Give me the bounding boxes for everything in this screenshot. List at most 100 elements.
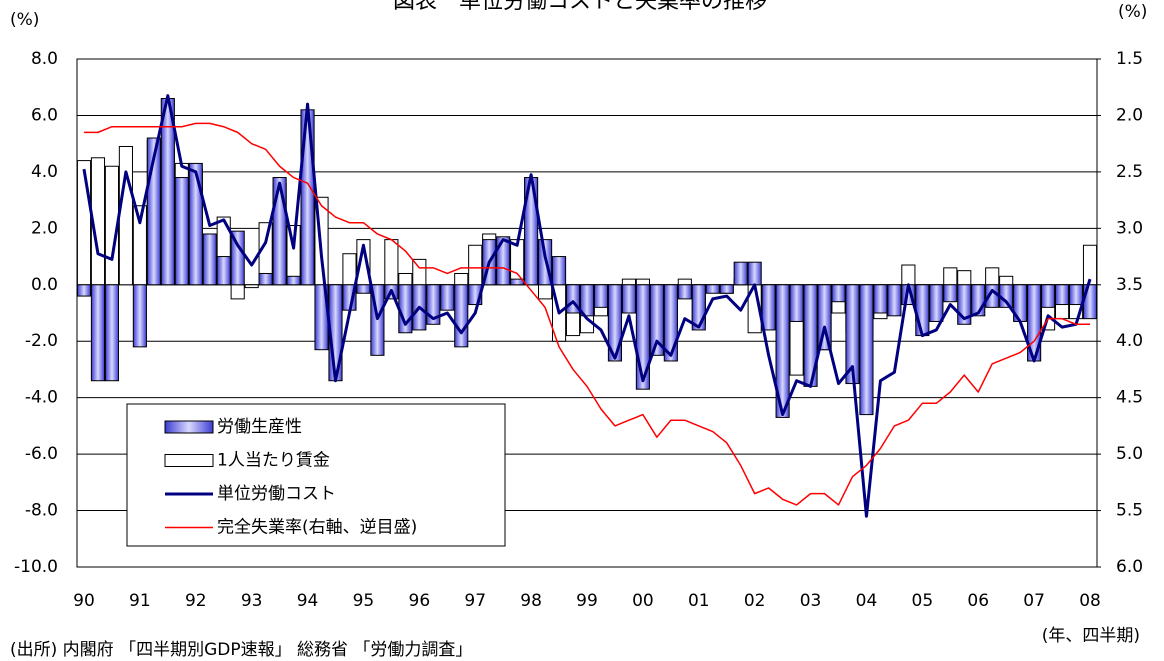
y-tick-label: 0.0	[31, 275, 58, 295]
bar	[398, 272, 413, 286]
y-tick-label: -2.0	[25, 331, 58, 351]
bar	[915, 284, 930, 337]
bar	[1055, 284, 1070, 306]
y2-tick-label: 6.0	[1116, 557, 1143, 577]
y2-tick-label: 5.5	[1116, 501, 1143, 521]
x-tick-label: 97	[464, 591, 486, 611]
bar	[90, 284, 106, 382]
bar	[943, 284, 958, 303]
bar	[174, 177, 189, 286]
bar	[621, 284, 636, 314]
y2-tick-label: 3.0	[1116, 218, 1143, 238]
y2-tick-label: 4.0	[1116, 331, 1143, 351]
x-tick-label: 06	[967, 591, 989, 611]
legend-swatch	[164, 420, 214, 434]
bar	[76, 284, 92, 297]
bar	[258, 272, 273, 286]
bar	[635, 284, 650, 390]
bar	[677, 278, 692, 286]
bar	[230, 230, 245, 286]
bar	[593, 284, 609, 308]
y-tick-label: -4.0	[25, 388, 58, 408]
x-tick-label: 07	[1023, 591, 1045, 611]
bar	[384, 239, 399, 286]
y2-tick-label: 1.5	[1116, 49, 1143, 69]
bar	[76, 160, 92, 286]
y2-tick-label: 2.5	[1116, 162, 1143, 182]
bar	[272, 177, 287, 286]
bar	[873, 284, 888, 314]
bar	[454, 272, 469, 286]
bar	[244, 284, 259, 289]
y-tick-label: -8.0	[25, 501, 58, 521]
y-tick-label: -6.0	[25, 444, 58, 464]
bar	[887, 284, 902, 317]
bar	[538, 284, 553, 300]
chart-title: 図表 単位労働コストと失業率の推移	[393, 0, 767, 14]
bar	[775, 284, 790, 418]
line-series	[83, 122, 1091, 506]
x-tick-label: 95	[353, 591, 375, 611]
x-tick-label: 98	[520, 591, 542, 611]
x-tick-label: 99	[576, 591, 598, 611]
y2-tick-label: 3.5	[1116, 275, 1143, 295]
bar	[118, 145, 133, 286]
x-tick-label: 03	[800, 591, 822, 611]
bar	[132, 284, 147, 348]
x-tick-label: 02	[744, 591, 766, 611]
x-tick-label: 94	[297, 591, 319, 611]
y-tick-label: 2.0	[31, 218, 58, 238]
y2-tick-label: 4.5	[1116, 388, 1143, 408]
bar	[663, 284, 678, 362]
bar	[496, 236, 511, 286]
x-tick-label: 96	[409, 591, 431, 611]
legend-swatch	[164, 454, 214, 467]
y2-tick-label: 2.0	[1116, 105, 1143, 125]
y-tick-label: 6.0	[31, 105, 58, 125]
x-tick-label: 93	[241, 591, 263, 611]
bar	[440, 284, 455, 311]
bar	[342, 253, 357, 286]
y-tick-label: -10.0	[14, 557, 58, 577]
x-tick-label: 90	[73, 591, 95, 611]
bar	[579, 284, 595, 317]
bar	[705, 284, 720, 294]
bar	[859, 284, 874, 416]
x-tick-label: 92	[185, 591, 207, 611]
bar	[468, 244, 483, 286]
bar	[1068, 284, 1084, 306]
x-tick-label: 91	[129, 591, 151, 611]
bar	[202, 233, 217, 286]
bar	[845, 284, 860, 385]
bar	[649, 284, 664, 356]
bar	[747, 261, 762, 286]
y-axis-label: (%)	[10, 10, 39, 30]
bar	[1082, 244, 1098, 286]
legend-label: 1人当たり賃金	[217, 451, 330, 471]
legend-label: 単位労働コスト	[217, 484, 336, 504]
legend-label: 完全失業率(右軸、逆目盛)	[217, 518, 417, 538]
plot-border	[76, 58, 1098, 568]
x-tick-label: 08	[1079, 591, 1101, 611]
bar	[733, 261, 748, 286]
x-tick-label: 05	[912, 591, 934, 611]
x-tick-label: 04	[856, 591, 878, 611]
y2-axis-label: (%)	[1118, 2, 1147, 22]
y-tick-label: 4.0	[31, 162, 58, 182]
y2-tick-label: 5.0	[1116, 444, 1143, 464]
bar	[957, 270, 972, 286]
y-tick-label: 8.0	[31, 49, 58, 69]
bar	[985, 267, 1000, 286]
bar	[677, 284, 692, 300]
bar	[551, 256, 567, 286]
bar	[230, 284, 245, 300]
x-tick-label: 00	[632, 591, 654, 611]
bar	[216, 256, 231, 286]
bar	[817, 284, 832, 351]
bar	[104, 284, 119, 382]
bar	[188, 162, 203, 286]
bar	[1041, 284, 1056, 308]
bar	[286, 275, 301, 286]
legend-label: 労働生産性	[217, 417, 302, 437]
bar	[454, 284, 469, 348]
